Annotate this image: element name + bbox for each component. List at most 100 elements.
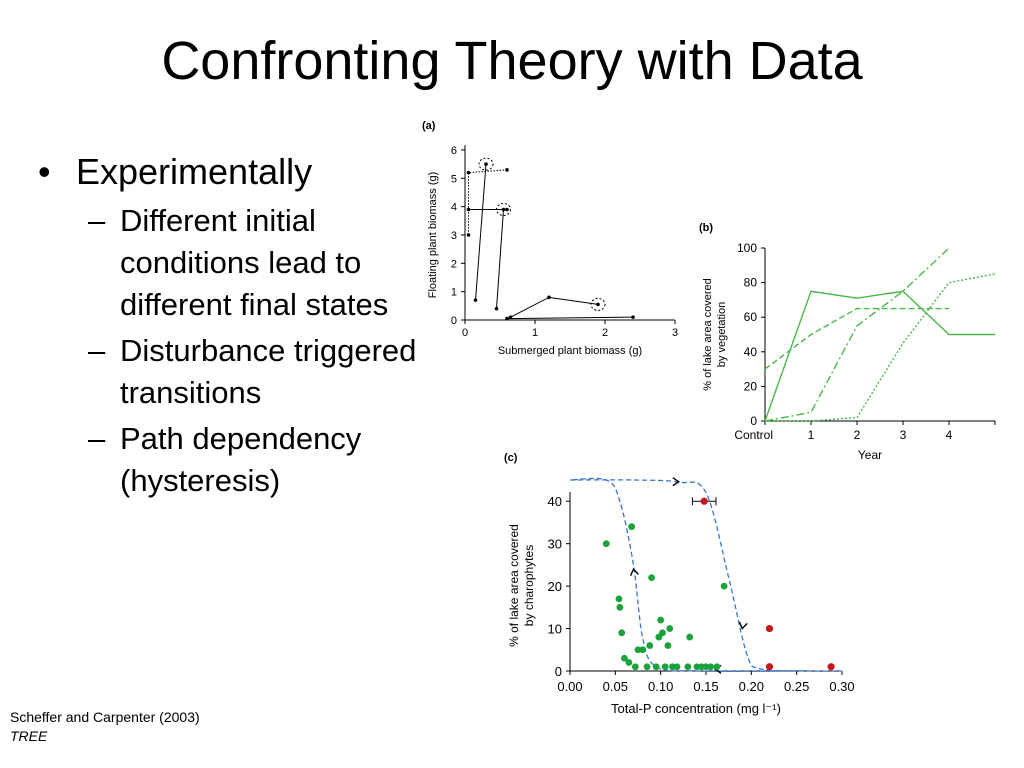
panel-label: (b) [699, 222, 713, 234]
sub-bullet-item: – Path dependency (hysteresis) [32, 418, 422, 502]
y-tick-label: 4 [451, 202, 457, 214]
arrow-icon [738, 621, 748, 630]
red-data-point [700, 497, 708, 505]
x-tick-label: 0.10 [648, 679, 673, 694]
data-point [494, 306, 499, 311]
green-data-point [684, 663, 692, 671]
chart-panel-c: (c) 0.00 0.05 0.10 0.15 0.20 0.25 0.30 0 10 20 30 40… [504, 452, 855, 716]
series-line-dashed [764, 307, 949, 370]
dash-icon: – [88, 421, 106, 456]
green-data-point [646, 642, 654, 649]
sub-bullet-text: Different initial conditions lead to dif… [120, 203, 389, 322]
sub-bullet-item: – Disturbance triggered transitions [32, 330, 422, 414]
green-data-point [659, 629, 666, 637]
y-tick-label: 6 [451, 145, 457, 157]
sub-bullet-text: Path dependency (hysteresis) [120, 421, 362, 498]
y-tick-label: 60 [744, 310, 758, 324]
y-tick-label: 40 [744, 345, 758, 359]
green-data-point [625, 659, 633, 666]
data-point [484, 162, 488, 166]
y-axis-label: % of lake area covered [507, 524, 521, 647]
data-point [473, 298, 478, 302]
x-tick-label: 0.00 [557, 679, 582, 694]
data-point [466, 170, 471, 175]
bullet-item: • Experimentally [32, 150, 422, 194]
x-tick-label: 2 [854, 428, 861, 442]
panel-label: (c) [504, 452, 518, 464]
data-point [596, 302, 600, 307]
y-axis-label: by vegetation [716, 302, 728, 367]
x-tick-label: 2 [602, 327, 608, 339]
x-tick-label: 0.30 [829, 679, 854, 694]
x-tick-label: 3 [672, 327, 678, 339]
x-tick-label: 0.25 [784, 679, 809, 694]
series-line [475, 164, 487, 301]
x-axis-label: Year [858, 448, 882, 462]
x-tick-label: 0.05 [603, 679, 628, 694]
citation-journal: TREE [10, 728, 48, 744]
y-tick-label: 0 [451, 315, 457, 327]
dash-icon: – [88, 333, 106, 368]
data-point [505, 316, 509, 321]
y-tick-label: 2 [451, 258, 457, 270]
green-data-point [618, 629, 626, 637]
arrow-icon [629, 567, 639, 577]
green-data-point [686, 633, 694, 641]
x-axis-label: Total-P concentration (mg l⁻¹) [611, 701, 781, 716]
end-state-circle [590, 297, 606, 311]
arrow-icon [672, 477, 681, 487]
y-tick-label: 5 [451, 173, 457, 185]
green-data-point [616, 603, 624, 611]
series-line [496, 209, 504, 309]
green-data-point [631, 663, 639, 671]
green-data-point [666, 625, 674, 632]
series-line [468, 169, 508, 235]
y-tick-label: 0 [750, 414, 757, 428]
x-tick-label: 0.20 [739, 679, 764, 694]
x-axis-label: Submerged plant biomass (g) [498, 345, 642, 357]
red-data-point [765, 663, 774, 671]
x-tick-label: 4 [946, 428, 953, 442]
data-point [466, 207, 471, 212]
data-point [631, 315, 635, 319]
green-data-point [602, 540, 610, 548]
red-data-point [827, 663, 835, 671]
y-tick-label: 30 [548, 537, 562, 552]
hysteresis-curve-lower [569, 477, 797, 672]
x-tick-label: 0.15 [693, 679, 718, 694]
series-line-dashdot [764, 247, 950, 422]
x-tick-label: 1 [532, 327, 538, 339]
x-tick-label: 3 [900, 428, 907, 442]
series-line-dotted [765, 273, 996, 422]
y-tick-label: 3 [451, 230, 457, 242]
data-point [505, 168, 509, 172]
y-tick-label: 10 [548, 622, 562, 637]
series-line [510, 296, 599, 318]
bullet-dot-icon: • [38, 151, 51, 192]
chart-panel-a: (a) 0 1 2 3 0 1 2 3 4 5 6 Submerged plant biomass (g… [422, 120, 678, 357]
y-axis-label: by charophytes [522, 545, 536, 626]
panel-label: (a) [422, 120, 436, 132]
y-axis-label: Floating plant biomass (g) [427, 172, 439, 299]
series-line-solid [764, 290, 995, 422]
green-data-point [628, 523, 636, 531]
sub-bullet-item: – Different initial conditions lead to d… [32, 200, 422, 326]
y-tick-label: 1 [451, 287, 457, 299]
green-data-point [673, 663, 681, 671]
y-tick-label: 80 [744, 276, 758, 290]
citation-authors: Scheffer and Carpenter (2003) [10, 709, 200, 725]
green-data-point [707, 663, 714, 671]
data-point [505, 207, 509, 212]
sub-bullet-text: Disturbance triggered transitions [120, 333, 417, 410]
bullet-text: Experimentally [76, 151, 313, 192]
x-tick-label: 0 [462, 327, 468, 339]
citation: Scheffer and Carpenter (2003) TREE [10, 708, 200, 746]
data-point [466, 233, 471, 237]
green-data-point [664, 642, 672, 649]
green-data-point [652, 663, 660, 671]
x-tick-label: 1 [808, 428, 815, 442]
y-tick-label: 20 [744, 379, 758, 393]
series-line [506, 316, 634, 320]
page-title: Confronting Theory with Data [161, 31, 863, 91]
y-tick-label: 20 [548, 579, 562, 594]
